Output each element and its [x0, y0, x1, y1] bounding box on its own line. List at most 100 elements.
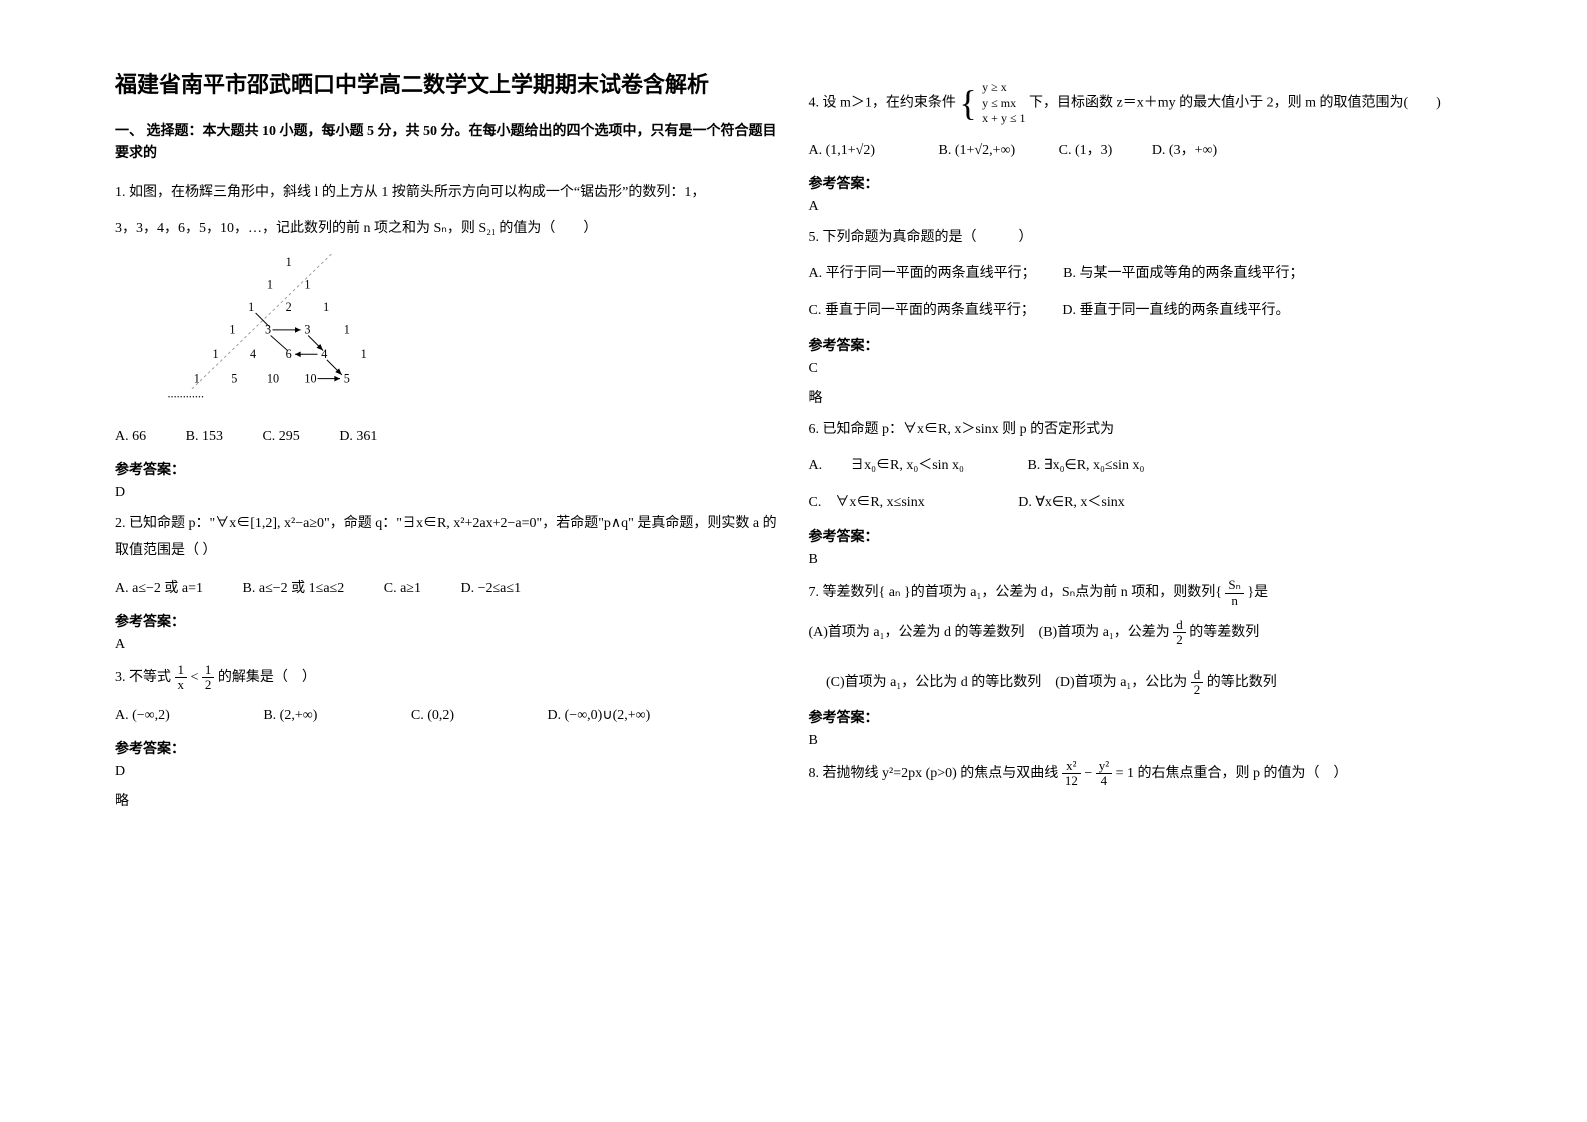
page-title: 福建省南平市邵武晒口中学高二数学文上学期期末试卷含解析	[115, 70, 779, 101]
q6-answer: B	[809, 552, 1473, 568]
pascal-triangle: 1 1 1 1 2 1 1 3 3 1 1 4 6 4 1 1 5 10 10	[155, 253, 779, 414]
right-column: 4. 设 m＞1，在约束条件 { y ≥ x y ≤ mx x + y ≤ 1 …	[794, 70, 1488, 1092]
svg-text:5: 5	[344, 371, 350, 385]
q5-row2: C. 垂直于同一平面的两条直线平行； D. 垂直于同一直线的两条直线平行。	[809, 298, 1473, 325]
q7-tail: }是	[1247, 585, 1268, 600]
svg-text:1: 1	[344, 322, 350, 336]
svg-text:4: 4	[250, 347, 256, 361]
q1-D: D. 361	[339, 423, 377, 451]
q7-row2: (C)首项为 a₁，公比为 d 的等比数列 (D)首项为 a₁，公比为 d2 的…	[809, 668, 1473, 698]
q4-answer-label: 参考答案：	[809, 173, 1473, 193]
q4-answer: A	[809, 199, 1473, 215]
svg-text:1: 1	[267, 277, 273, 291]
svg-text:1: 1	[286, 255, 292, 269]
q6-row2: C. ∀x∈R, x≤sinx D. ∀x∈R, x＜sinx	[809, 490, 1473, 517]
svg-text:10: 10	[304, 371, 316, 385]
q3-ineq: <	[191, 670, 199, 685]
svg-text:1: 1	[194, 371, 200, 385]
q1-options: A. 66 B. 153 C. 295 D. 361	[115, 423, 779, 451]
q1-C: C. 295	[262, 423, 299, 451]
brace-icon: {	[959, 85, 976, 121]
q1-text-a: 1. 如图，在杨辉三角形中，斜线 l 的上方从 1 按箭头所示方向可以构成一个“…	[115, 180, 779, 207]
q1-answer-label: 参考答案：	[115, 459, 779, 479]
q3-extra: 略	[115, 790, 779, 810]
q2-options: A. a≤−2 或 a=1 B. a≤−2 或 1≤a≤2 C. a≥1 D. …	[115, 575, 779, 603]
q7-D-frac: d2	[1191, 668, 1204, 698]
svg-text:1: 1	[304, 277, 310, 291]
q5-C: C. 垂直于同一平面的两条直线平行；	[809, 298, 1035, 325]
q7-text: 7. 等差数列{ aₙ }的首项为 a₁，公差为 d，Sₙ点为前 n 项和，则数…	[809, 578, 1473, 608]
q7-C: (C)首项为 a₁，公比为 d 的等比数列	[826, 675, 1041, 690]
q4-C: C. (1，3)	[1059, 137, 1113, 165]
q5-row1: A. 平行于同一平面的两条直线平行； B. 与某一平面成等角的两条直线平行；	[809, 261, 1473, 288]
q6-text: 6. 已知命题 p：∀x∈R, x＞sinx 则 p 的否定形式为	[809, 417, 1473, 444]
svg-text:3: 3	[265, 322, 271, 336]
q8-frac2: y²4	[1096, 759, 1112, 789]
svg-text:1: 1	[323, 300, 329, 314]
q7-A: (A)首项为 a₁，公差为 d 的等差数列	[809, 625, 1025, 640]
q5-D: D. 垂直于同一直线的两条直线平行。	[1062, 298, 1289, 325]
section-heading: 一、 选择题：本大题共 10 小题，每小题 5 分，共 50 分。在每小题给出的…	[115, 121, 779, 166]
q7-row1: (A)首项为 a₁，公差为 d 的等差数列 (B)首项为 a₁，公差为 d2 的…	[809, 618, 1473, 648]
q3-answer-label: 参考答案：	[115, 738, 779, 758]
q3-A: A. (−∞,2)	[115, 702, 170, 730]
q3-text: 3. 不等式 1x < 12 的解集是（ ）	[115, 663, 779, 693]
svg-text:1: 1	[213, 347, 219, 361]
q3-frac2: 12	[202, 663, 215, 693]
q3-frac1: 1x	[175, 663, 188, 693]
svg-text:............: ............	[168, 386, 205, 400]
q3-C: C. (0,2)	[411, 702, 454, 730]
svg-text:10: 10	[267, 371, 279, 385]
q3-tail: 的解集是（ ）	[218, 670, 316, 685]
svg-text:1: 1	[248, 300, 254, 314]
q5-extra: 略	[809, 387, 1473, 407]
q7-answer: B	[809, 733, 1473, 749]
q4-lead: 4. 设 m＞1，在约束条件	[809, 96, 960, 111]
q3-answer: D	[115, 764, 779, 780]
q4-cases: y ≥ x y ≤ mx x + y ≤ 1	[982, 80, 1025, 127]
q4-options: A. (1,1+√2) B. (1+√2,+∞) C. (1，3) D. (3，…	[809, 137, 1473, 165]
q4-A: A. (1,1+√2)	[809, 137, 876, 165]
q4-D: D. (3，+∞)	[1152, 137, 1217, 165]
q7-D-tail: 的等比数列	[1207, 675, 1277, 690]
svg-text:3: 3	[304, 322, 310, 336]
q8-tail: 的右焦点重合，则 p 的值为（ ）	[1138, 766, 1348, 781]
q6-B: B. ∃x₀∈R, x₀≤sin x₀	[1027, 453, 1144, 480]
q6-row1: A. ∃x₀∈R, x₀＜sin x₀ B. ∃x₀∈R, x₀≤sin x₀	[809, 453, 1473, 480]
q8-eq: = 1	[1116, 766, 1134, 781]
q3-D: D. (−∞,0)∪(2,+∞)	[548, 702, 651, 730]
svg-text:5: 5	[231, 371, 237, 385]
q2-B: B. a≤−2 或 1≤a≤2	[243, 575, 345, 603]
q4-B: B. (1+√2,+∞)	[939, 137, 1016, 165]
q2-answer: A	[115, 637, 779, 653]
q7-answer-label: 参考答案：	[809, 707, 1473, 727]
q2-text: 2. 已知命题 p："∀x∈[1,2], x²−a≥0"，命题 q："∃x∈R,…	[115, 511, 779, 564]
q8-text: 8. 若抛物线 y²=2px (p>0) 的焦点与双曲线 x²12 − y²4 …	[809, 759, 1473, 789]
q7-D-lead: (D)首项为 a₁，公比为	[1055, 675, 1191, 690]
q8-lead: 8. 若抛物线 y²=2px (p>0) 的焦点与双曲线	[809, 766, 1062, 781]
svg-text:2: 2	[286, 300, 292, 314]
q7-B-lead: (B)首项为 a₁，公差为	[1039, 625, 1174, 640]
q5-answer: C	[809, 361, 1473, 377]
q2-C: C. a≥1	[384, 575, 421, 603]
q1-A: A. 66	[115, 423, 146, 451]
q4-tail: 下，目标函数 z＝x＋my 的最大值小于 2，则 m 的取值范围为( )	[1029, 96, 1441, 111]
q5-B: B. 与某一平面成等角的两条直线平行；	[1063, 261, 1303, 288]
q8-frac1: x²12	[1062, 759, 1081, 789]
q1-text-b: 3，3，4，6，5，10，…，记此数列的前 n 项之和为 Sₙ，则 S₂₁ 的值…	[115, 216, 779, 243]
q6-D: D. ∀x∈R, x＜sinx	[1018, 490, 1125, 517]
q7-frac: Sₙn	[1225, 578, 1243, 608]
left-column: 福建省南平市邵武晒口中学高二数学文上学期期末试卷含解析 一、 选择题：本大题共 …	[100, 70, 794, 1092]
q1-B: B. 153	[186, 423, 223, 451]
q3-options: A. (−∞,2) B. (2,+∞) C. (0,2) D. (−∞,0)∪(…	[115, 702, 779, 730]
q7-B-frac: d2	[1173, 618, 1186, 648]
q7-lead: 7. 等差数列{ aₙ }的首项为 a₁，公差为 d，Sₙ点为前 n 项和，则数…	[809, 585, 1226, 600]
svg-text:1: 1	[229, 322, 235, 336]
q3-B: B. (2,+∞)	[263, 702, 317, 730]
q4-text: 4. 设 m＞1，在约束条件 { y ≥ x y ≤ mx x + y ≤ 1 …	[809, 80, 1473, 127]
q8-minus: −	[1084, 766, 1095, 781]
q5-answer-label: 参考答案：	[809, 335, 1473, 355]
q2-D: D. −2≤a≤1	[460, 575, 521, 603]
q6-answer-label: 参考答案：	[809, 526, 1473, 546]
q3-lead: 3. 不等式	[115, 670, 175, 685]
